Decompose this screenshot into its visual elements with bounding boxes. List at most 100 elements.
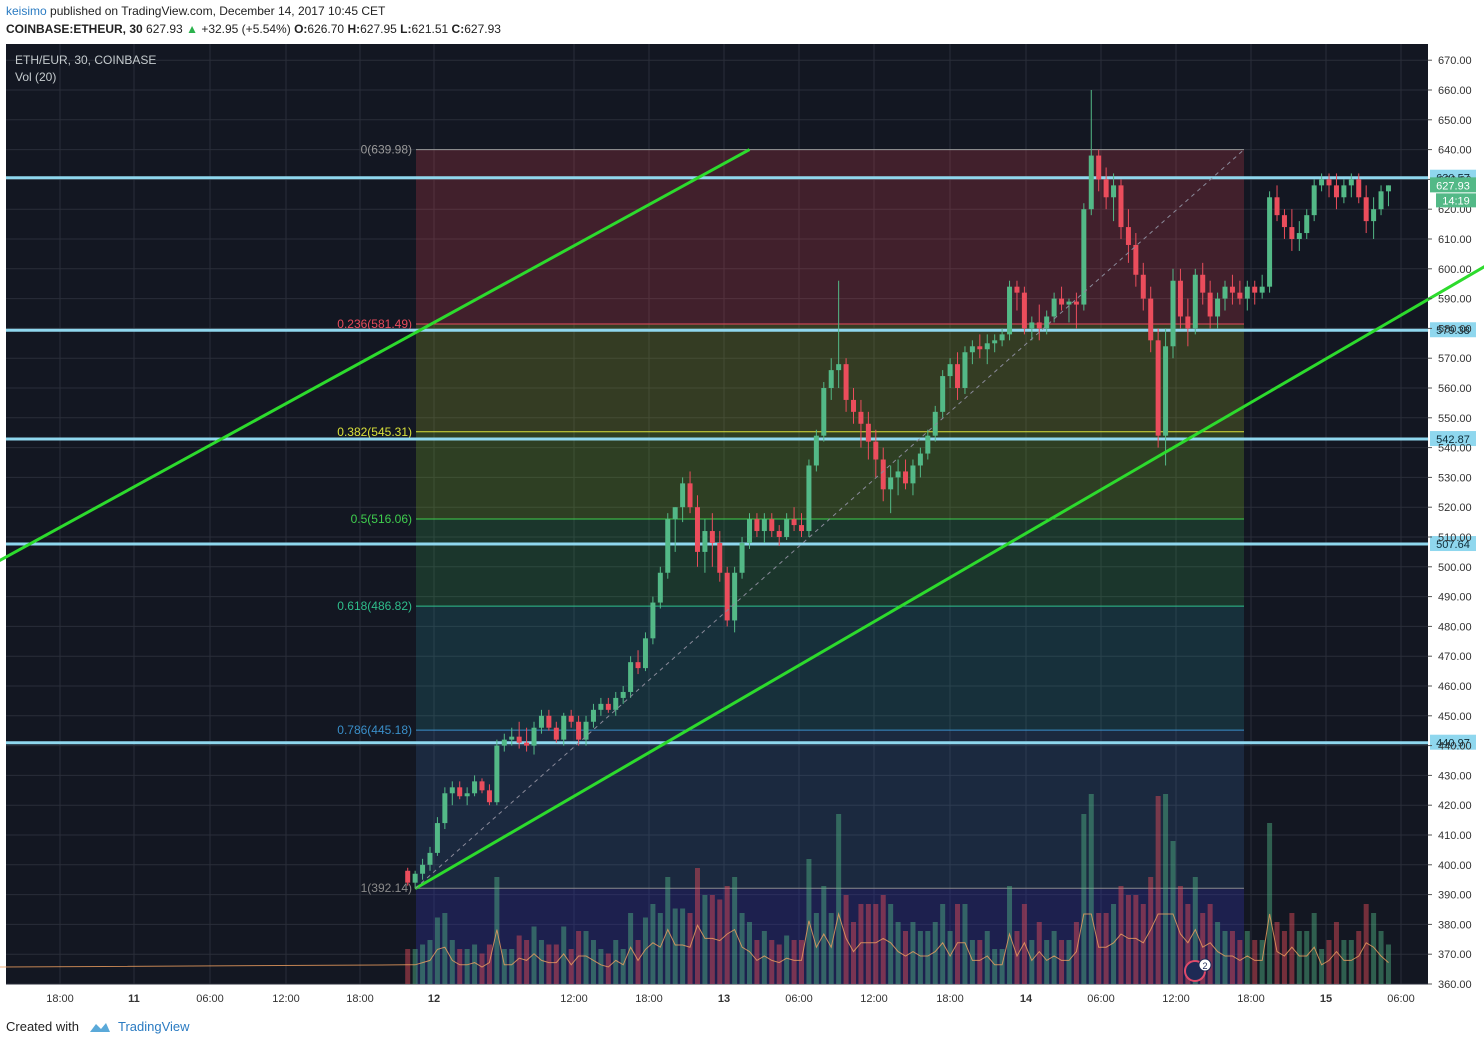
- tradingview-link[interactable]: TradingView: [118, 1019, 190, 1034]
- candle-body: [1185, 316, 1191, 329]
- candle-body: [977, 346, 983, 350]
- volume-bar: [1200, 913, 1206, 984]
- volume-bar: [1215, 922, 1221, 984]
- time-tick-label: 12:00: [560, 993, 588, 1005]
- chart-header: keisimo published on TradingView.com, De…: [0, 0, 1484, 44]
- price-tick-label: 430.00: [1438, 770, 1472, 782]
- time-tick-label: 15: [1320, 993, 1332, 1005]
- volume-bar: [583, 931, 589, 984]
- volume-bar: [1341, 940, 1347, 984]
- time-tick-label: 18:00: [1237, 993, 1265, 1005]
- candle-body: [1170, 280, 1176, 347]
- high-value: 627.95: [360, 22, 397, 36]
- time-tick-label: 12: [428, 993, 440, 1005]
- fib-level-label: 0.382(545.31): [337, 425, 412, 439]
- trend-channel[interactable]: [0, 148, 1484, 890]
- volume-bar: [880, 895, 886, 984]
- candle-body: [420, 864, 426, 874]
- fib-level-label: 0.5(516.06): [351, 512, 412, 526]
- candle-body: [576, 721, 582, 740]
- candle-body: [516, 736, 522, 743]
- candle-body: [851, 399, 857, 412]
- price-tick-label: 640.00: [1438, 145, 1472, 157]
- publish-line: keisimo published on TradingView.com, De…: [6, 4, 385, 18]
- volume-bar: [412, 949, 418, 984]
- volume-bar: [1311, 913, 1317, 984]
- price-tick-label: 590.00: [1438, 294, 1472, 306]
- fibonacci-retracement[interactable]: 0(639.98) 0.236(581.49) 0.382(545.31) 0.5(5…: [337, 143, 1244, 984]
- candle-body: [769, 519, 775, 532]
- candle-body: [509, 736, 515, 740]
- volume-bar: [761, 931, 767, 984]
- candle-body: [895, 471, 901, 478]
- price-tick-label: 370.00: [1438, 949, 1472, 961]
- volume-bar: [851, 922, 857, 984]
- author-link[interactable]: keisimo: [6, 4, 47, 18]
- candle-body: [457, 787, 463, 797]
- volume-bar: [999, 949, 1005, 984]
- volume-bar: [739, 913, 745, 984]
- volume-bar: [1378, 931, 1384, 984]
- horizontal-line-price-label: 542.87: [1436, 434, 1470, 446]
- candle-body: [524, 742, 530, 746]
- candle-body: [984, 343, 990, 350]
- volume-bar: [501, 949, 507, 984]
- candle-body: [1267, 197, 1273, 287]
- alert-icon[interactable]: 2: [1184, 958, 1212, 982]
- fib-level-label: 0.236(581.49): [337, 317, 412, 331]
- candle-body: [858, 411, 864, 424]
- candle-body: [1125, 227, 1131, 245]
- volume-bar: [1140, 904, 1146, 984]
- horizontal-line-price-tag: [1430, 322, 1476, 338]
- horizontal-line-price-label: 507.64: [1436, 539, 1470, 551]
- price-chart[interactable]: 0(639.98) 0.236(581.49) 0.382(545.31) 0.5(5…: [0, 44, 1484, 1008]
- candle-body: [434, 823, 440, 853]
- last-price-label: 627.93: [1436, 180, 1470, 192]
- close-label: C:: [451, 22, 465, 36]
- price-tick-label: 550.00: [1438, 413, 1472, 425]
- volume-bar: [1371, 913, 1377, 984]
- ohlc-line: COINBASE:ETHEUR, 30 627.93 ▲ +32.95 (+5.…: [6, 22, 501, 36]
- candle-body: [1207, 292, 1213, 317]
- volume-bar: [427, 940, 433, 984]
- volume-bar: [925, 931, 931, 984]
- volume-bar: [472, 944, 478, 984]
- candle-body: [553, 727, 559, 740]
- volume-bar: [1155, 796, 1161, 984]
- price-tick-label: 650.00: [1438, 115, 1472, 127]
- channel-midline: [414, 149, 1245, 890]
- candle-body: [1192, 274, 1198, 329]
- candle-body: [821, 388, 827, 436]
- candle-body: [746, 519, 752, 543]
- candle-body: [1333, 185, 1339, 198]
- candle-body: [561, 715, 567, 740]
- time-tick-label: 06:00: [785, 993, 813, 1005]
- price-tick-label: 410.00: [1438, 830, 1472, 842]
- time-axis[interactable]: 18:00 11 06:00 12:00 18:00 12 12:00 18:00 13 06:0…: [46, 993, 1415, 1005]
- volume-bar: [947, 931, 953, 984]
- volume-bar: [598, 949, 604, 984]
- volume-bar: [702, 895, 708, 984]
- volume-bar: [1385, 944, 1391, 984]
- candle-body: [776, 531, 782, 537]
- candle-body: [1036, 322, 1042, 329]
- series-legend: ETH/EUR, 30, COINBASE: [15, 53, 156, 67]
- candle-body: [1096, 155, 1102, 180]
- high-label: H:: [347, 22, 361, 36]
- candle-body: [1163, 346, 1169, 436]
- candle-body: [1111, 185, 1117, 198]
- countdown-label: 14:19: [1442, 195, 1470, 207]
- candle-body: [568, 715, 574, 722]
- volume-bar: [576, 931, 582, 984]
- price-tick-label: 450.00: [1438, 711, 1472, 723]
- volume-bar: [405, 949, 411, 984]
- plot-background: [6, 44, 1428, 990]
- price-axis[interactable]: 360.00 370.00 380.00 390.00 400.00 410.00 420.…: [1428, 55, 1476, 991]
- candle-body: [932, 411, 938, 436]
- volume-bar: [1029, 940, 1035, 984]
- price-tick-label: 520.00: [1438, 502, 1472, 514]
- volume-bar: [1237, 940, 1243, 984]
- price-tick-label: 610.00: [1438, 234, 1472, 246]
- volume-bar: [1163, 794, 1169, 984]
